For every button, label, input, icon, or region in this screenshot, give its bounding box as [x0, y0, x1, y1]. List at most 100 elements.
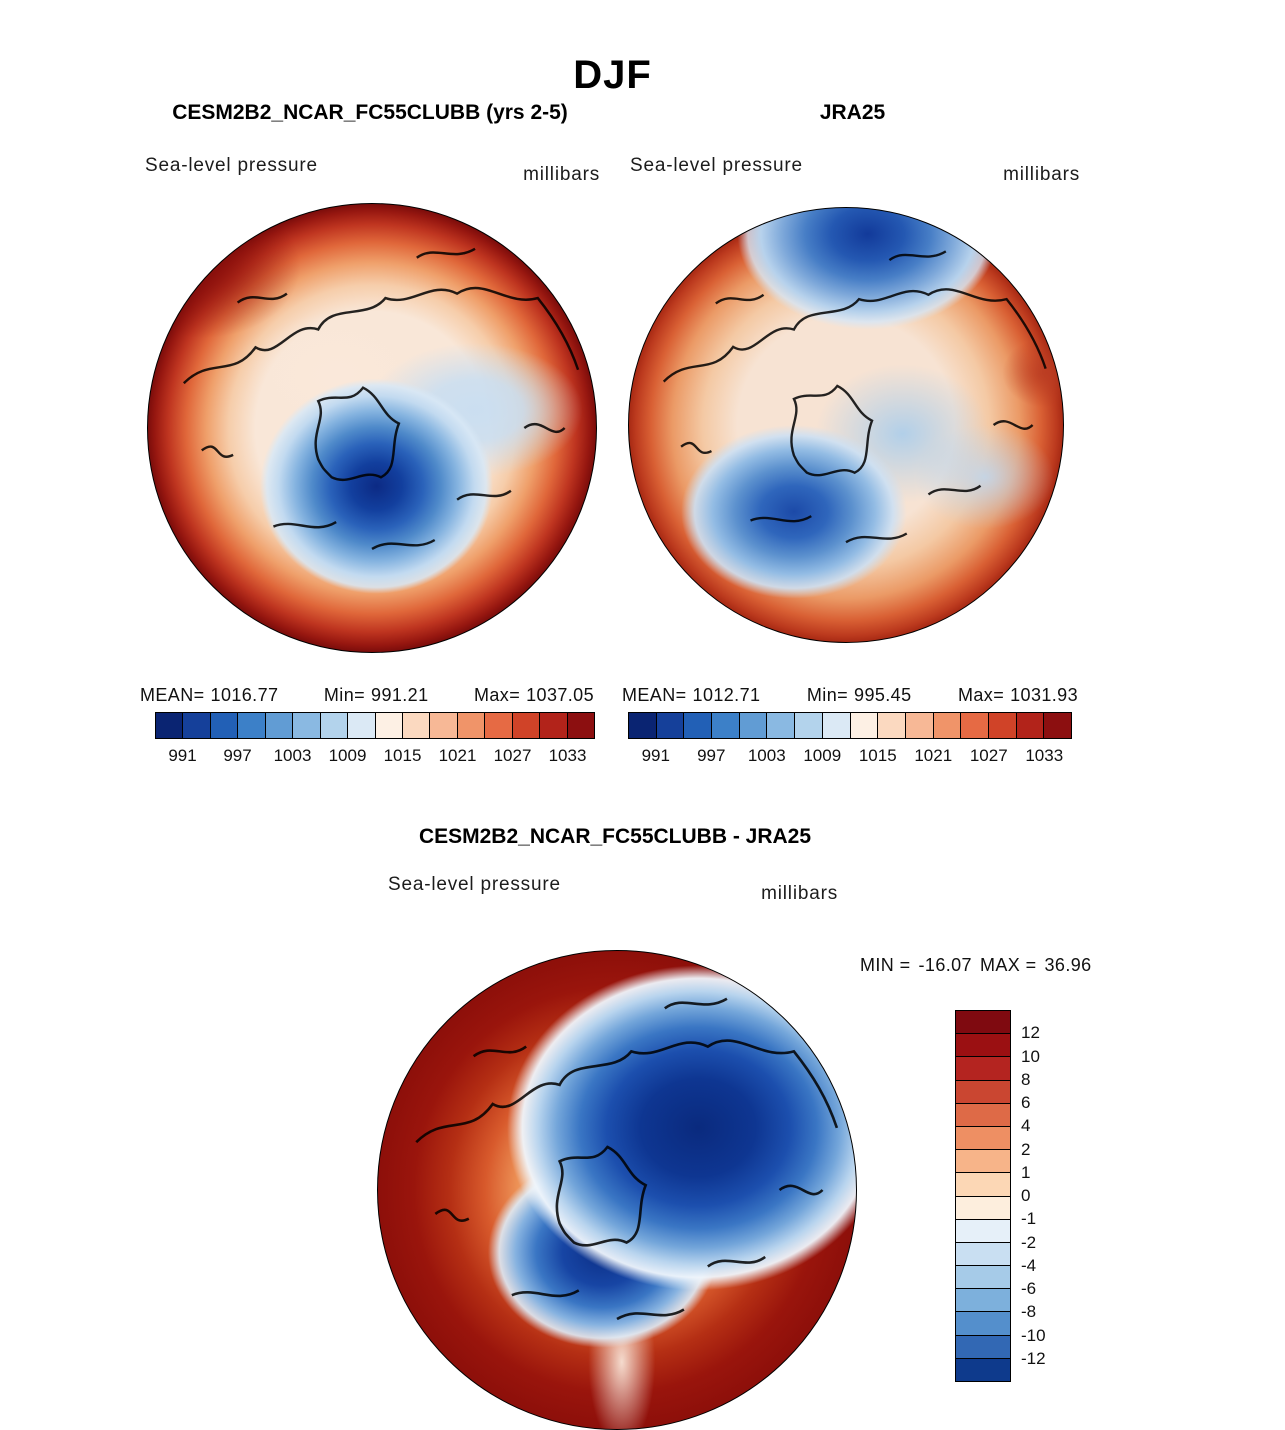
colorbar-segment [738, 713, 767, 738]
max-value: 36.96 [1044, 955, 1092, 975]
colorbar-segment [821, 713, 850, 738]
colorbar-tick: 1033 [1025, 746, 1064, 765]
colorbar-segment [511, 713, 540, 738]
min-stat: Min= 995.45 [806, 685, 912, 705]
colorbar-tick: -8 [1021, 1302, 1037, 1322]
colorbar-segment [347, 713, 375, 738]
colorbar-segment [960, 713, 988, 738]
field-label: Sea-level pressure [145, 155, 318, 176]
colorbar-tick: 1 [1021, 1162, 1031, 1182]
colorbar-segment [237, 713, 265, 738]
colorbar-segment [766, 713, 795, 738]
diff-minmax-stats: MIN = -16.07 MAX = 36.96 [860, 955, 1160, 976]
field-label: Sea-level pressure [630, 155, 803, 176]
colorbar-segment [629, 713, 656, 738]
colorbar-segment [956, 1288, 1010, 1312]
colorbar-segment [932, 713, 961, 738]
colorbar-segment [956, 1149, 1010, 1173]
colorbar-segment [956, 1033, 1010, 1057]
map-obs-polar-plot [628, 207, 1064, 643]
colorbar-segment [956, 1011, 1010, 1034]
colorbar-tick: 1009 [328, 746, 367, 765]
colorbar-segment [319, 713, 348, 738]
colorbar-tick: -2 [1021, 1232, 1037, 1252]
colorbar-segment [956, 1334, 1010, 1358]
colorbar-tick: 1027 [969, 746, 1008, 765]
units-label: millibars [1003, 164, 1080, 185]
coastlines-overlay [182, 247, 580, 551]
colorbar-segment [956, 1172, 1010, 1196]
colorbar-segment [429, 713, 457, 738]
colorbar-segment [956, 1241, 1010, 1266]
colorbar-segment [956, 1102, 1010, 1126]
colorbar-segment [956, 1079, 1010, 1103]
colorbar-segment [182, 713, 210, 738]
colorbar-segment [156, 713, 183, 738]
colorbar-diff-ticks: 12 10 8 6 4 2 1 0 -1 -2 -4 -6 -8 -10 -12 [1021, 1010, 1081, 1382]
colorbar-segment [539, 713, 567, 738]
colorbar-segment [987, 713, 1016, 738]
colorbar-segment [1043, 713, 1071, 738]
units-label: millibars [761, 883, 838, 904]
colorbar-segment [956, 1265, 1010, 1289]
panel-model-field-row: Sea-level pressure millibars [145, 155, 600, 186]
colorbar-segment [264, 713, 293, 738]
colorbar-segment [877, 713, 905, 738]
colorbar-segment [484, 713, 512, 738]
colorbar-tick: 1033 [548, 746, 587, 765]
coastlines-overlay [662, 250, 1047, 544]
max-stat: Max= 1031.93 [958, 685, 1078, 705]
map-model-polar-plot [147, 203, 597, 653]
panel-obs-title: JRA25 [819, 101, 886, 125]
colorbar-segment [794, 713, 822, 738]
colorbar-model-ticks: 991 997 1003 1009 1015 1021 1027 1033 [155, 746, 595, 768]
colorbar-segment [904, 713, 933, 738]
colorbar-tick: 1027 [493, 746, 532, 765]
colorbar-segment [401, 713, 430, 738]
colorbar-tick: -12 [1021, 1348, 1046, 1368]
colorbar-tick: 8 [1021, 1069, 1031, 1089]
max-label: MAX = [979, 955, 1037, 975]
mean-stat: MEAN= 1016.77 [140, 685, 279, 705]
colorbar-segment [1015, 713, 1044, 738]
panel-obs-stats: MEAN= 1012.71 Min= 995.45 Max= 1031.93 [622, 685, 1084, 706]
colorbar-segment [956, 1218, 1010, 1242]
colorbar-tick: -1 [1021, 1209, 1037, 1229]
colorbar-segment [209, 713, 238, 738]
colorbar-segment [292, 713, 320, 738]
colorbar-tick: 991 [168, 746, 197, 765]
map-diff-polar-plot [377, 950, 857, 1430]
panel-model-title: CESM2B2_NCAR_FC55CLUBB (yrs 2-5) [172, 101, 568, 125]
diff-panel-title: CESM2B2_NCAR_FC55CLUBB - JRA25 [418, 825, 812, 849]
colorbar-obs-ticks: 991 997 1003 1009 1015 1021 1027 1033 [628, 746, 1072, 768]
colorbar-segment [456, 713, 485, 738]
diff-field-row: Sea-level pressure millibars [388, 874, 838, 905]
colorbar-segment [956, 1357, 1010, 1381]
min-stat: Min= 991.21 [323, 685, 429, 705]
colorbar-segment [849, 713, 878, 738]
colorbar-tick: 2 [1021, 1139, 1031, 1159]
colorbar-segment [683, 713, 712, 738]
figure-page: { "title": "DJF", "panels": [ { "title":… [140, 52, 1160, 1430]
colorbar-tick: 1015 [858, 746, 897, 765]
colorbar-tick: 1021 [438, 746, 477, 765]
mean-stat: MEAN= 1012.71 [622, 685, 761, 705]
colorbar-tick: -6 [1021, 1279, 1037, 1298]
colorbar-model [155, 712, 595, 739]
panel-model-stats: MEAN= 1016.77 Min= 991.21 Max= 1037.05 [140, 685, 600, 706]
colorbar-tick: 1021 [914, 746, 953, 765]
colorbar-tick: 1003 [273, 746, 312, 765]
colorbar-tick: 991 [641, 746, 670, 765]
colorbar-tick: 12 [1021, 1023, 1040, 1043]
colorbar-tick: 1009 [803, 746, 842, 765]
figure-title: DJF [573, 52, 652, 97]
colorbar-tick: 1003 [747, 746, 786, 765]
colorbar-tick: 1015 [383, 746, 422, 765]
colorbar-tick: -10 [1021, 1325, 1046, 1345]
max-stat: Max= 1037.05 [474, 685, 594, 705]
colorbar-segment [956, 1056, 1010, 1080]
colorbar-tick: -4 [1021, 1255, 1037, 1275]
units-label: millibars [523, 164, 600, 185]
colorbar-tick: 4 [1021, 1116, 1031, 1136]
colorbar-segment [566, 713, 594, 738]
